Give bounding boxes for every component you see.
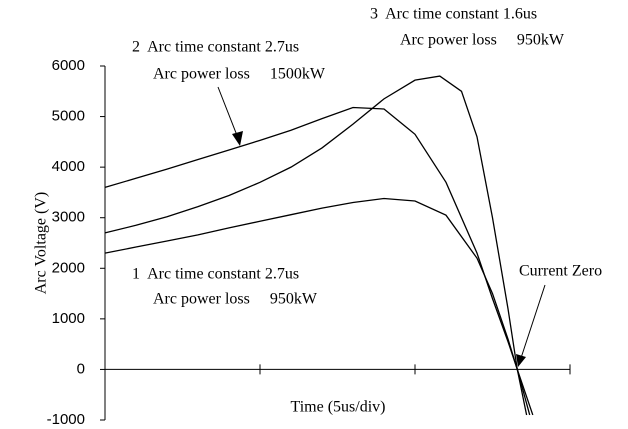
y-tick-label: 5000 — [52, 108, 85, 125]
annotation: Current Zero — [519, 263, 602, 280]
y-tick-label: 0 — [77, 360, 85, 377]
y-tick-label: 2000 — [52, 259, 85, 276]
arrow-head — [232, 131, 243, 146]
annotation: 3 Arc time constant 1.6us — [370, 6, 537, 23]
annotation: 1 Arc time constant 2.7us — [132, 266, 299, 283]
annotation: Arc power loss 950kW — [400, 32, 565, 49]
arrow — [520, 284, 546, 359]
y-tick-label: 1000 — [52, 310, 85, 327]
annotation: Arc power loss 1500kW — [153, 66, 326, 83]
y-tick-label: 6000 — [52, 57, 85, 74]
x-axis-label: Time (5us/div) — [291, 399, 386, 416]
y-tick-label: 4000 — [52, 158, 85, 175]
annotation: Arc power loss 950kW — [153, 291, 318, 308]
annotation: 2 Arc time constant 2.7us — [132, 39, 299, 56]
y-axis-label: Arc Voltage (V) — [33, 192, 50, 295]
line — [104, 75, 534, 416]
line — [104, 197, 528, 416]
line — [104, 106, 531, 416]
arrow-head — [516, 354, 526, 367]
y-tick-label: 3000 — [52, 209, 85, 226]
y-tick-label: -1000 — [47, 411, 85, 428]
arrow — [217, 86, 239, 139]
